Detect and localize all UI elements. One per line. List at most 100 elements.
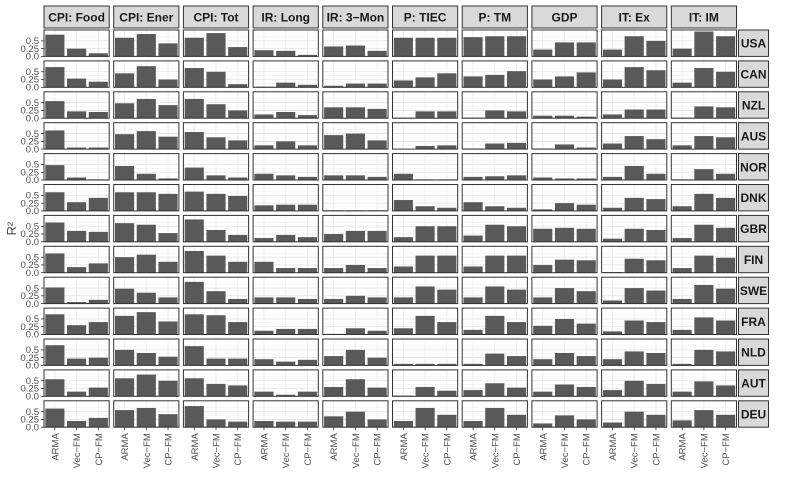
panel-dnk-cpi-ener [113, 184, 180, 212]
panel-fin-p-tiec [392, 245, 459, 274]
bar-aut-cpi-food-vec-fm [67, 391, 87, 397]
panel-nld-gdp [531, 338, 598, 366]
panel-border [531, 338, 598, 366]
panel-border [670, 400, 737, 428]
bar-gbr-p-tiec-vec-fm [415, 226, 435, 242]
bar-usa-ir-3-mon-vec-fm [345, 45, 365, 57]
panel-nzl-p-tm [461, 91, 528, 119]
panel-nld-cpi-food [43, 338, 110, 366]
panel-fin-gdp [531, 245, 598, 274]
panel-border [252, 245, 319, 274]
bar-aut-cpi-ener-vec-fm [136, 374, 156, 397]
bar-aus-ir-long-vec-fm [276, 141, 296, 150]
strip-background [738, 400, 769, 428]
bar-usa-ir-3-mon-cp-fm [367, 50, 387, 57]
y-tick-label: 0.25 [21, 229, 40, 240]
panel-border [113, 369, 180, 397]
x-axis-cpi-ener: ARMA Vec−FM CP−FM [120, 427, 175, 468]
panel-fin-it-ex [601, 245, 668, 274]
bar-nld-ir-long-arma [254, 359, 274, 366]
bar-nzl-cpi-ener-cp-fm [158, 105, 178, 119]
panel-gbr-p-tm [461, 214, 528, 243]
panel-aut-gdp [531, 369, 598, 397]
panel-border [601, 369, 668, 397]
bar-deu-p-tiec-arma [393, 420, 413, 428]
panel-border [461, 276, 528, 305]
panel-border [43, 153, 110, 181]
panel-border [252, 153, 319, 181]
column-label: GDP [551, 11, 577, 25]
panel-border [113, 214, 180, 243]
panel-border [182, 122, 250, 150]
bar-fra-p-tm-cp-fm [506, 322, 527, 335]
bar-nzl-cpi-tot-arma [184, 98, 204, 119]
panel-nld-cpi-tot [182, 338, 250, 366]
y-tick-label: 0.0 [26, 237, 39, 248]
bar-deu-p-tiec-cp-fm [437, 414, 457, 428]
panel-nzl-it-ex [601, 91, 668, 119]
bar-fin-p-tiec-arma [393, 266, 413, 273]
y-axis-nld: 0.00.250.5 [21, 345, 44, 372]
strip-background [322, 5, 389, 29]
bar-fra-it-im-arma [672, 329, 692, 335]
panel-aus-cpi-ener [113, 122, 180, 150]
bar-dnk-p-tm-cp-fm [506, 207, 527, 211]
bar-deu-gdp-vec-fm [554, 415, 575, 428]
x-axis-cpi-food: ARMA Vec−FM CP−FM [50, 427, 105, 468]
panel-fra-cpi-ener [113, 307, 180, 336]
strip-background [182, 5, 250, 29]
bar-gbr-ir-3-mon-vec-fm [345, 230, 365, 242]
bar-aus-cpi-food-vec-fm [67, 147, 87, 150]
bar-aut-it-im-vec-fm [694, 381, 714, 397]
bar-swe-cpi-food-cp-fm [88, 299, 108, 304]
panel-can-ir-3-mon [322, 60, 389, 88]
bar-swe-it-im-cp-fm [716, 288, 736, 304]
panel-nld-p-tiec [392, 338, 459, 366]
row-strip-swe: SWE [738, 276, 769, 305]
bar-nld-it-im-arma [672, 363, 692, 366]
x-tick-label: ARMA [259, 433, 270, 461]
panel-border [182, 60, 250, 88]
bar-nzl-ir-3-mon-vec-fm [345, 107, 365, 119]
bar-fra-cpi-tot-vec-fm [206, 315, 226, 335]
panel-border [182, 276, 250, 305]
bar-dnk-p-tm-arma [463, 202, 483, 211]
bar-fin-cpi-ener-arma [115, 257, 135, 273]
bar-fin-cpi-ener-vec-fm [136, 254, 156, 273]
panel-border [43, 91, 110, 119]
column-label: IT: Ex [619, 11, 651, 25]
column-strip-gdp: GDP [531, 5, 598, 29]
panel-nzl-ir-long [252, 91, 319, 119]
panel-border [322, 122, 389, 150]
panel-border [670, 369, 737, 397]
panel-border [531, 184, 598, 212]
panel-border [670, 122, 737, 150]
panel-nzl-cpi-ener [113, 91, 180, 119]
bar-can-cpi-ener-cp-fm [158, 79, 178, 88]
y-tick-label: 0.25 [21, 291, 40, 302]
x-axis-gdp: ARMA Vec−FM CP−FM [538, 427, 593, 468]
x-axis-it-ex: ARMA Vec−FM CP−FM [608, 427, 662, 468]
bar-fin-p-tm-cp-fm [506, 255, 527, 273]
x-tick-label: Vec−FM [212, 433, 223, 468]
y-tick-label: 0.0 [26, 299, 39, 310]
bar-swe-ir-3-mon-cp-fm [367, 297, 387, 304]
bar-swe-p-tiec-cp-fm [437, 289, 457, 304]
panel-border [461, 153, 528, 181]
bar-aus-it-im-vec-fm [694, 136, 714, 150]
panel-border [601, 338, 668, 366]
panel-border [182, 29, 250, 57]
panel-border [43, 60, 110, 88]
column-label: P: TM [478, 11, 511, 25]
bar-fin-ir-long-vec-fm [276, 268, 296, 273]
panel-aut-cpi-ener [113, 369, 180, 397]
bar-swe-cpi-food-arma [45, 287, 65, 304]
y-axis-nzl: 0.00.250.5 [21, 98, 44, 124]
panel-fin-ir-long [252, 245, 319, 274]
bar-fra-cpi-tot-arma [184, 314, 204, 335]
bar-gbr-it-im-vec-fm [694, 224, 714, 242]
panel-border [322, 307, 389, 336]
panel-border [601, 184, 668, 212]
panel-border [252, 214, 319, 243]
y-tick-label: 0.25 [21, 384, 40, 395]
